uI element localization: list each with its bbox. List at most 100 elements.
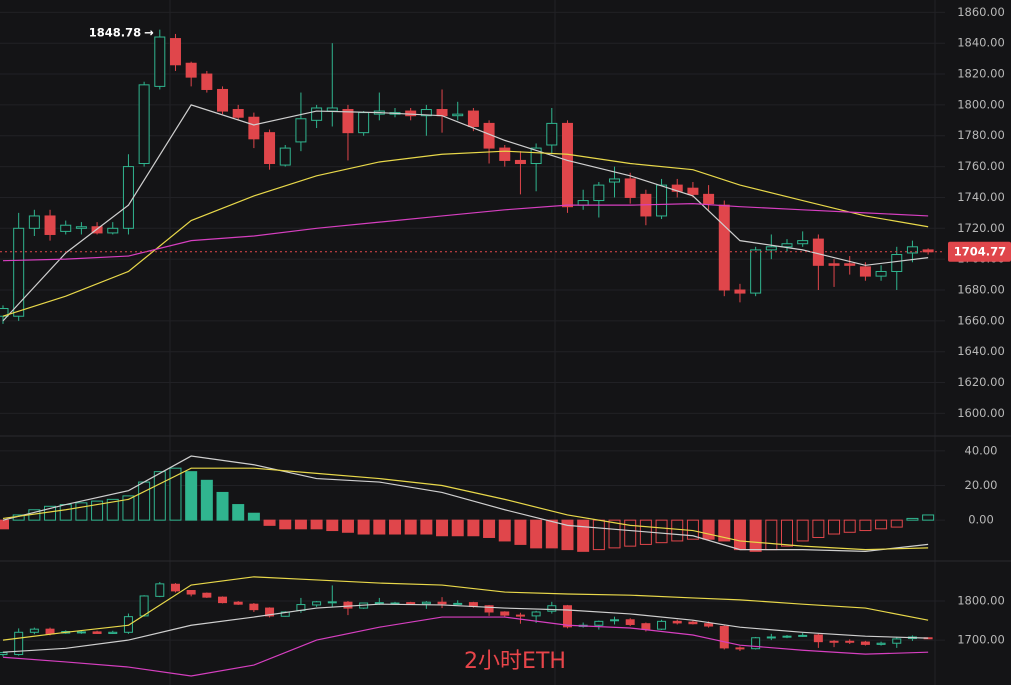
candle-body xyxy=(813,634,823,643)
candle-body xyxy=(122,166,134,229)
histogram-bar xyxy=(373,519,386,535)
histogram-bar xyxy=(781,519,793,547)
histogram-bar xyxy=(922,514,935,521)
candle-body xyxy=(437,601,447,605)
histogram-bar xyxy=(483,519,496,538)
last-price-box xyxy=(948,241,1011,262)
candle-body xyxy=(610,619,620,622)
candle-body xyxy=(688,621,698,625)
indicator-line xyxy=(2,455,929,552)
histogram-bar xyxy=(875,519,888,530)
candle-body xyxy=(577,200,589,206)
indicator-line xyxy=(2,603,929,653)
candle-body xyxy=(217,88,229,112)
histogram-bar xyxy=(389,519,401,535)
plot-layer: 1860.00 1840.00 1820.00 1800.00 1780.00 1760.… xyxy=(0,5,1011,677)
candle-body xyxy=(766,636,776,639)
candle-body xyxy=(264,132,276,165)
histogram-bar xyxy=(169,467,182,521)
histogram-bar xyxy=(608,519,621,549)
histogram-bar xyxy=(843,519,856,533)
y-tick-label: 1720.00 xyxy=(957,221,1005,235)
candle-body xyxy=(107,227,119,234)
y-tick-label: 1600.00 xyxy=(957,406,1005,420)
max-price-arrow: → xyxy=(144,25,154,39)
candle-body xyxy=(92,631,102,634)
histogram-bar xyxy=(749,519,762,552)
candle-body xyxy=(892,638,902,644)
y-tick-label: 1860.00 xyxy=(957,5,1005,19)
candle-body xyxy=(781,243,793,248)
candle-body xyxy=(201,73,213,90)
y-tick-label: 1800.00 xyxy=(957,97,1005,111)
candle-body xyxy=(453,602,463,605)
candle-body xyxy=(76,631,86,634)
y-tick-label: 1780.00 xyxy=(957,128,1005,142)
histogram-bar xyxy=(420,519,433,535)
candle-body xyxy=(342,109,354,134)
candle-body xyxy=(828,263,840,266)
indicator-line xyxy=(2,150,929,317)
y-tick-label: 40.00 xyxy=(965,443,998,457)
candle-body xyxy=(155,583,165,597)
candle-body xyxy=(657,620,667,630)
candle-body xyxy=(279,147,291,166)
histogram-bar xyxy=(655,519,668,544)
candle-body xyxy=(265,607,275,617)
candle-body xyxy=(609,178,621,183)
candle-body xyxy=(594,620,604,626)
candle-body xyxy=(734,289,746,294)
candle-body xyxy=(500,611,510,616)
y-tick-label: 1840.00 xyxy=(957,36,1005,50)
last-price-label: 1704.77 xyxy=(954,244,1006,258)
indicator-line xyxy=(2,203,929,262)
candle-body xyxy=(312,601,322,606)
watermark-title: 2小时ETH xyxy=(464,649,566,674)
y-tick-label: 20.00 xyxy=(965,478,998,492)
candle-body xyxy=(185,62,197,78)
candle-body xyxy=(703,193,715,205)
candle-body xyxy=(420,109,432,117)
histogram-bar xyxy=(812,519,825,538)
candle-body xyxy=(13,227,25,317)
candle-body xyxy=(561,122,573,208)
histogram-bar xyxy=(467,519,480,537)
candle-body xyxy=(718,204,730,291)
y-tick-label: 0.00 xyxy=(968,513,994,527)
histogram-bar xyxy=(561,519,574,551)
candle-body xyxy=(311,107,323,121)
histogram-bar xyxy=(765,519,778,551)
histogram-bar xyxy=(545,519,558,549)
candle-body xyxy=(406,602,416,605)
candle-body xyxy=(169,38,181,66)
candle-body xyxy=(0,652,8,656)
candle-body xyxy=(154,36,166,87)
candle-body xyxy=(295,118,307,143)
histogram-bar xyxy=(404,519,417,535)
candle-body xyxy=(249,603,259,611)
candle-body xyxy=(625,619,635,625)
histogram-bar xyxy=(357,519,370,535)
histogram-bar xyxy=(624,519,637,547)
candle-body xyxy=(704,623,714,627)
histogram-bar xyxy=(232,504,245,521)
candle-body xyxy=(45,628,55,635)
candle-body xyxy=(922,249,934,253)
candle-body xyxy=(562,605,572,628)
candle-body xyxy=(202,592,212,598)
candle-body xyxy=(514,159,526,165)
candle-body xyxy=(374,602,384,605)
candle-body xyxy=(484,605,494,613)
candle-body xyxy=(108,631,118,634)
y-tick-label: 1680.00 xyxy=(957,283,1005,297)
histogram-bar xyxy=(577,519,590,552)
candle-body xyxy=(593,184,605,202)
histogram-bar xyxy=(890,519,903,528)
indicator-line xyxy=(2,467,929,551)
max-price-value: 1848.78 xyxy=(89,25,141,39)
candle-body xyxy=(218,596,228,604)
histogram-bar xyxy=(0,519,9,530)
candle-body xyxy=(765,246,777,251)
